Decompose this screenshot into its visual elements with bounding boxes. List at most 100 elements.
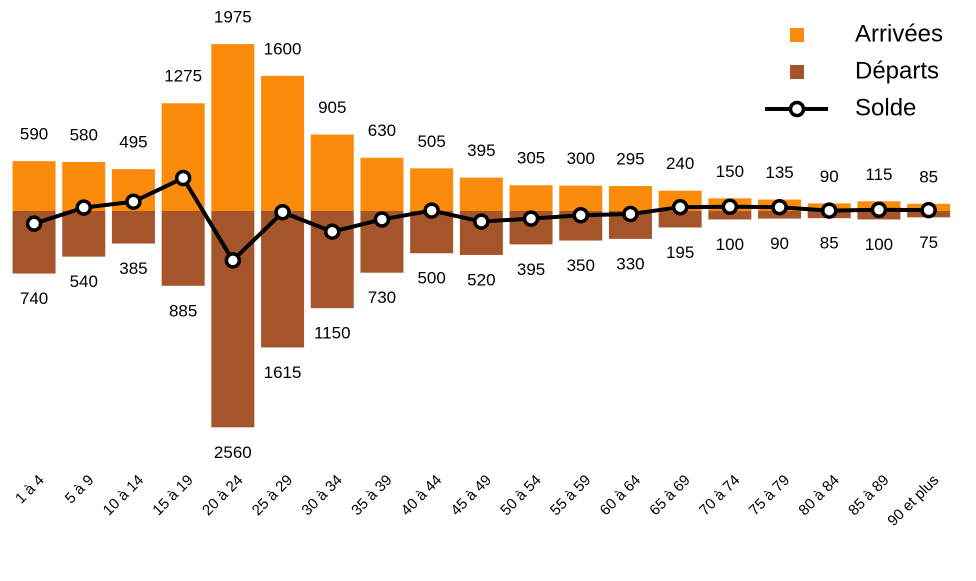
data-label: 740 <box>20 289 48 308</box>
data-label: 385 <box>119 259 147 278</box>
data-label: 500 <box>417 269 445 288</box>
x-tick-label: 80 à 84 <box>795 472 842 519</box>
bar <box>261 75 305 211</box>
data-label: 520 <box>467 270 495 289</box>
point <box>473 213 490 230</box>
x-tick-label: 40 à 44 <box>398 472 445 519</box>
data-label: 580 <box>70 125 98 144</box>
legend-label: Arrivées <box>855 20 943 47</box>
legend-label: Solde <box>855 94 916 121</box>
point <box>75 199 92 216</box>
data-label: 395 <box>467 141 495 160</box>
bar <box>211 44 255 211</box>
point <box>920 201 937 219</box>
point <box>771 198 788 216</box>
data-label: 195 <box>666 243 694 262</box>
bar <box>310 134 354 211</box>
data-label: 2560 <box>214 443 252 462</box>
bar <box>161 103 205 211</box>
data-label: 395 <box>517 260 545 279</box>
point <box>870 201 888 218</box>
data-label: 330 <box>616 254 644 273</box>
point <box>224 252 242 269</box>
x-tick-label: 20 à 24 <box>199 472 246 519</box>
point <box>821 202 838 219</box>
bars <box>12 44 951 428</box>
labels: 590 580 495 1275 1975 1600 905 630 505 395 305 300 2… <box>20 8 938 462</box>
point <box>622 205 639 223</box>
point <box>125 193 142 210</box>
data-label: 90 <box>770 234 789 253</box>
data-label: 1615 <box>264 363 302 382</box>
point <box>721 198 739 216</box>
data-label: 75 <box>919 233 938 252</box>
x-tick-label: 15 à 19 <box>149 472 196 519</box>
point <box>174 169 192 187</box>
point <box>274 204 291 221</box>
bar <box>111 211 155 244</box>
x-tick-label: 45 à 49 <box>448 472 495 519</box>
data-label: 150 <box>716 162 744 181</box>
x-tick-label: 25 à 29 <box>249 472 296 519</box>
x-tick-label: 70 à 74 <box>696 472 743 519</box>
data-label: 350 <box>567 256 595 275</box>
bar <box>509 185 553 211</box>
legend-marker <box>788 100 806 118</box>
point <box>572 206 589 224</box>
x-tick-label: 50 à 54 <box>497 472 544 519</box>
data-label: 1600 <box>264 39 302 58</box>
bar <box>559 185 603 211</box>
bar <box>62 211 106 257</box>
data-label: 885 <box>169 301 197 320</box>
data-label: 505 <box>417 132 445 151</box>
bar <box>12 161 56 211</box>
data-label: 590 <box>20 125 48 144</box>
data-label: 295 <box>616 150 644 169</box>
data-label: 115 <box>865 165 892 184</box>
bar <box>360 157 404 211</box>
data-label: 90 <box>820 167 839 186</box>
x-tick-label: 55 à 59 <box>547 472 594 519</box>
legend: Arrivées Départs Solde <box>765 20 943 121</box>
data-label: 240 <box>666 154 694 173</box>
x-tick-label: 90 et plus <box>884 472 942 530</box>
data-label: 540 <box>70 272 98 291</box>
point <box>423 202 440 219</box>
data-label: 495 <box>119 133 147 152</box>
x-tick-label: 35 à 39 <box>348 472 395 519</box>
point <box>324 223 341 240</box>
x-tick-label: 65 à 69 <box>646 472 693 519</box>
data-label: 135 <box>765 163 793 182</box>
legend-label: Départs <box>855 57 939 84</box>
data-label: 730 <box>368 288 396 307</box>
data-label: 305 <box>517 149 545 168</box>
legend-swatch <box>790 65 804 79</box>
data-label: 1975 <box>214 8 252 27</box>
data-label: 100 <box>716 235 744 254</box>
point <box>373 211 391 228</box>
bar <box>658 211 702 228</box>
bar <box>261 211 305 348</box>
data-label: 300 <box>567 149 595 168</box>
data-label: 630 <box>368 121 396 140</box>
x-tick-label: 85 à 89 <box>845 472 892 519</box>
bar <box>459 177 503 211</box>
data-label: 1150 <box>314 324 351 343</box>
x-tick-label: 60 à 64 <box>597 472 644 519</box>
data-label: 905 <box>318 98 346 117</box>
data-label: 85 <box>919 167 938 186</box>
data-label: 100 <box>865 235 893 254</box>
x-tick-label: 5 à 9 <box>62 472 98 508</box>
point <box>522 210 540 227</box>
x-tick-label: 1 à 4 <box>12 472 48 508</box>
bar <box>161 211 205 286</box>
x-tick-label: 30 à 34 <box>298 472 345 519</box>
data-label: 1275 <box>164 67 202 86</box>
x-tick-label: 10 à 14 <box>100 472 147 519</box>
x-tick-label: 75 à 79 <box>746 472 793 519</box>
legend-swatch <box>790 28 804 42</box>
point <box>671 198 689 216</box>
point <box>25 215 43 232</box>
data-label: 85 <box>820 234 839 253</box>
